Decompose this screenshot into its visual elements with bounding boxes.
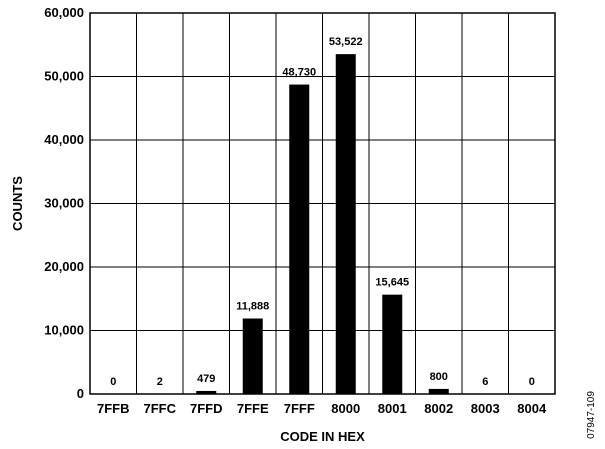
x-axis-title: CODE IN HEX [280,429,365,444]
x-tick-label: 7FFF [284,401,315,416]
bar [242,318,263,394]
x-tick-label: 7FFD [190,401,223,416]
data-label: 479 [197,373,215,385]
x-tick-label: 7FFC [144,401,177,416]
bar [335,54,356,394]
x-tick-label: 8000 [331,401,360,416]
x-tick-label: 8004 [517,401,547,416]
data-label: 0 [110,376,116,388]
bar [196,390,217,394]
data-label: 6 [482,376,488,388]
grid-lines [90,13,555,394]
data-label: 0 [529,376,535,388]
x-tick-labels: 7FFB 7FFC 7FFD 7FFE 7FFF 8000 8001 8002 8003 8004 [97,401,547,416]
bar [382,294,403,394]
data-label: 48,730 [282,67,316,79]
y-tick-label: 40,000 [44,132,84,147]
data-label: 53,522 [329,36,363,48]
plot-frame [89,12,556,395]
y-axis-title: COUNTS [10,176,25,231]
y-tick-label: 10,000 [44,323,84,338]
data-label: 11,888 [236,301,269,313]
y-tick-label: 0 [77,386,84,401]
x-tick-label: 8002 [424,401,453,416]
y-tick-label: 30,000 [44,196,84,211]
data-label: 15,645 [375,277,409,289]
figure-id: 07947-109 [586,391,597,439]
y-tick-label: 50,000 [44,69,84,84]
x-tick-label: 7FFB [97,401,130,416]
y-tick-label: 20,000 [44,259,84,274]
data-labels: 0 2 479 11,888 48,730 53,522 15,645 800 6 0 [110,36,535,388]
bars [149,54,496,394]
x-tick-label: 8003 [471,401,500,416]
data-label: 800 [430,371,448,383]
x-tick-label: 8001 [378,401,407,416]
x-tick-label: 7FFE [237,401,269,416]
y-tick-label: 60,000 [44,5,84,20]
y-tick-labels: 0 10,000 20,000 30,000 40,000 50,000 60,000 [44,5,84,401]
bar [289,84,310,394]
data-label: 2 [157,376,163,388]
bar [428,388,449,394]
